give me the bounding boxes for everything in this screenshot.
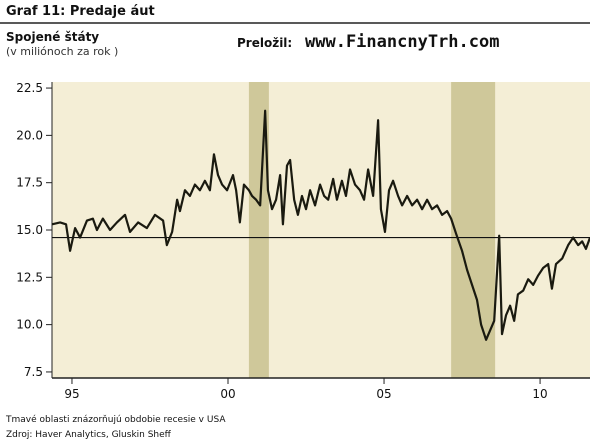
y-tick-label: 12.5 — [16, 270, 43, 284]
x-tick-label: 95 — [64, 387, 79, 401]
recession-band — [451, 82, 496, 378]
footnote: Tmavé oblasti znázorňujú obdobie recesie… — [5, 414, 226, 425]
x-tick-label: 05 — [376, 387, 391, 401]
unit-note: (v miliónoch za rok ) — [6, 45, 118, 58]
x-tick-label: 00 — [220, 387, 235, 401]
y-tick-label: 15.0 — [16, 223, 43, 237]
data-line — [51, 109, 590, 341]
source: Zdroj: Haver Analytics, Gluskin Sheff — [6, 430, 172, 440]
y-tick-label: 17.5 — [16, 176, 43, 190]
y-tick-label: 10.0 — [16, 318, 43, 332]
chart-title: Graf 11: Predaje áut — [6, 4, 155, 19]
y-tick-label: 20.0 — [16, 128, 43, 142]
x-tick-label: 10 — [532, 387, 547, 401]
y-tick-label: 7.5 — [24, 365, 43, 379]
credit-label: Preložil: — [237, 36, 292, 50]
credit-site: www.FinancnyTrh.com — [305, 32, 499, 52]
subtitle: Spojené štáty — [6, 30, 99, 44]
y-tick-label: 22.5 — [16, 81, 43, 95]
plot-background — [52, 82, 590, 378]
recession-band — [248, 82, 269, 378]
